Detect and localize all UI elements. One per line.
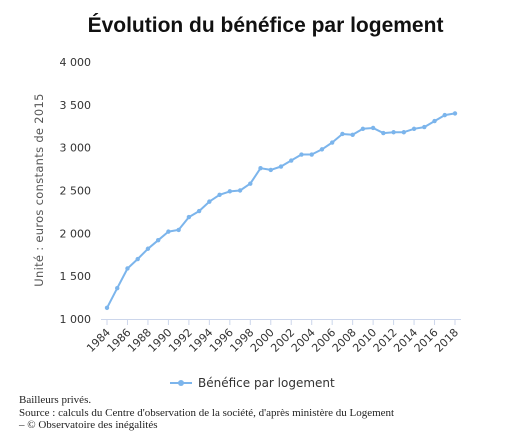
- data-point: [432, 118, 437, 124]
- y-tick-label: 1 000: [60, 313, 92, 326]
- data-point: [258, 166, 263, 171]
- data-point: [391, 130, 396, 135]
- data-point: [411, 126, 417, 132]
- legend-label: Bénéfice par logement: [198, 376, 335, 390]
- data-point: [155, 237, 161, 243]
- data-point: [278, 164, 284, 169]
- data-point: [104, 305, 110, 311]
- y-tick-label: 1 500: [60, 270, 92, 283]
- data-point: [329, 140, 335, 145]
- legend[interactable]: Bénéfice par logement: [170, 374, 360, 392]
- data-point: [196, 208, 202, 214]
- data-point: [145, 246, 151, 251]
- data-point: [319, 147, 325, 152]
- data-point: [289, 158, 294, 163]
- data-point: [237, 188, 243, 193]
- data-point: [401, 130, 407, 135]
- data-point: [227, 189, 233, 194]
- data-point: [248, 181, 253, 186]
- data-point: [350, 132, 355, 138]
- data-point: [370, 125, 376, 131]
- data-point: [452, 111, 458, 116]
- y-tick-label: 3 000: [60, 142, 92, 155]
- data-point: [115, 285, 120, 291]
- data-point: [166, 229, 171, 234]
- y-tick-label: 2 000: [60, 227, 92, 240]
- legend-swatch: [170, 377, 192, 389]
- data-point: [135, 256, 140, 262]
- y-tick-label: 4 000: [60, 56, 92, 69]
- series-line: [106, 112, 456, 309]
- chart-notes: Bailleurs privés. Source : calculs du Ce…: [19, 394, 519, 432]
- data-point: [309, 152, 314, 157]
- data-point: [381, 130, 386, 136]
- y-tick-label: 2 500: [60, 185, 92, 198]
- data-point: [299, 152, 304, 157]
- chart-title: Évolution du bénéfice par logement: [87, 14, 444, 37]
- data-point: [268, 167, 273, 173]
- data-point: [125, 266, 130, 271]
- note-line-3: – © Observatoire des inégalités: [19, 419, 158, 431]
- data-point: [176, 227, 181, 233]
- y-tick-label: 3 500: [60, 99, 92, 112]
- data-point: [422, 124, 427, 130]
- note-line-1: Bailleurs privés.: [19, 394, 92, 406]
- note-line-2: Source : calculs du Centre d'observation…: [19, 406, 395, 419]
- data-point: [340, 131, 345, 137]
- data-point: [360, 126, 366, 132]
- data-point: [442, 112, 447, 118]
- data-point: [186, 214, 192, 220]
- data-point: [217, 192, 222, 197]
- data-point: [207, 199, 212, 204]
- x-tick-label: 2018: [432, 326, 461, 355]
